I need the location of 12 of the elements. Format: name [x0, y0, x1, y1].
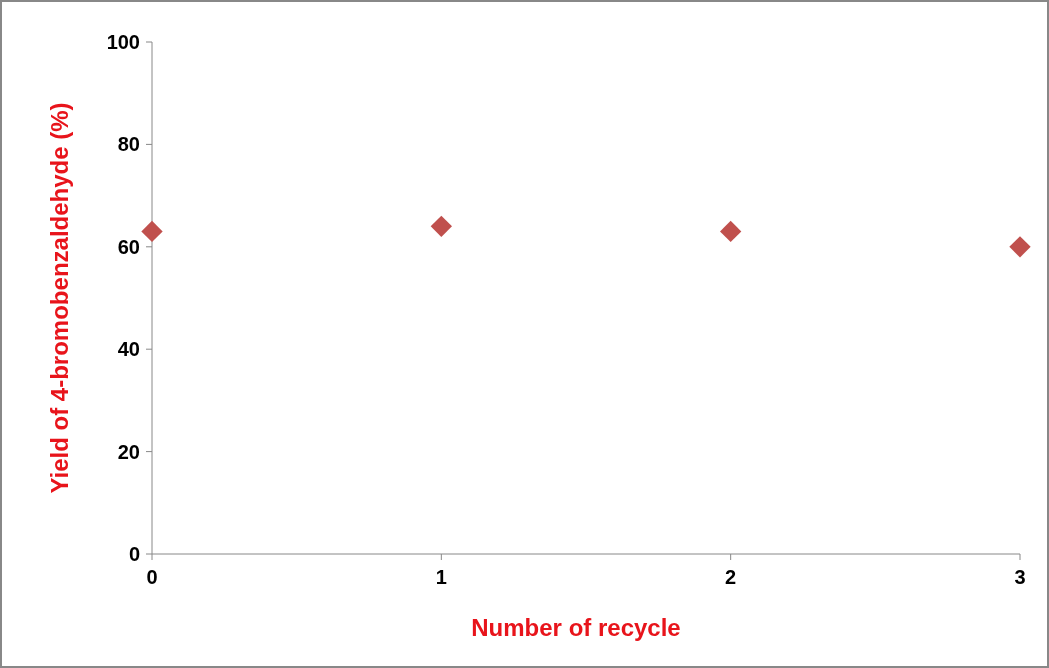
x-tick-label: 0	[146, 566, 158, 588]
x-tick-label: 3	[1014, 566, 1026, 588]
y-tick-label: 100	[106, 31, 140, 53]
y-tick-label: 0	[128, 543, 140, 565]
x-tick-label: 1	[435, 566, 447, 588]
y-tick-label: 20	[117, 440, 140, 463]
x-tick-label: 2	[725, 566, 737, 588]
y-tick-label: 40	[117, 338, 140, 361]
y-tick-label: 60	[117, 235, 140, 258]
y-tick-label: 80	[117, 133, 140, 156]
y-axis-title: Yield of 4-bromobenzaldehyde (%)	[46, 102, 73, 494]
x-axis-title: Number of recycle	[471, 614, 681, 641]
